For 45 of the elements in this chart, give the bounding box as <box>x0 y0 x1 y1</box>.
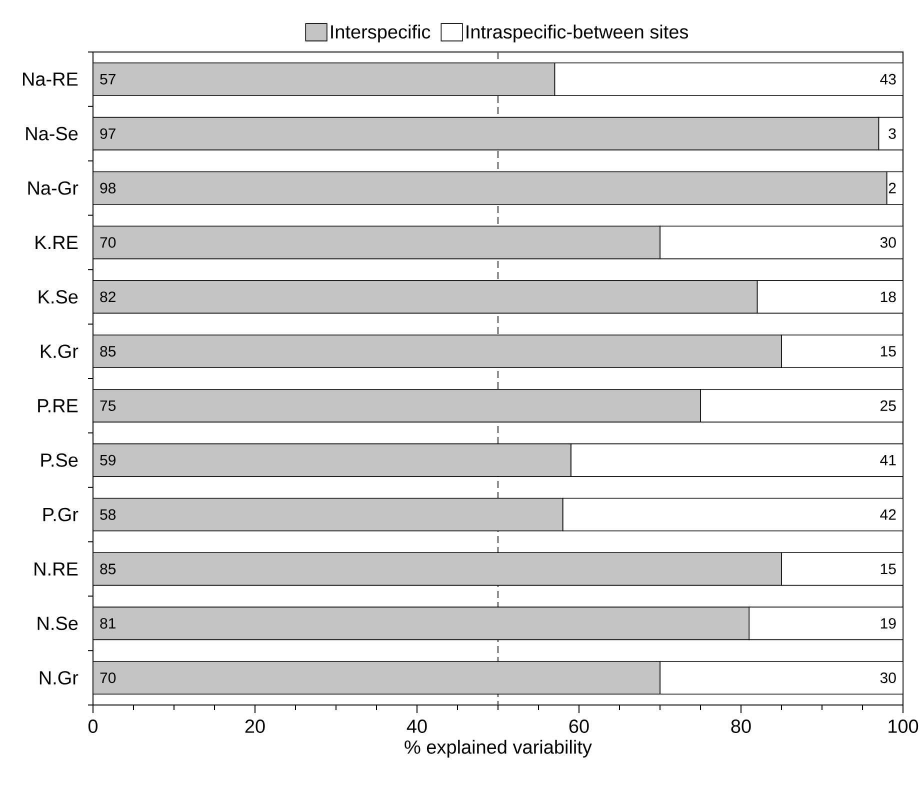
data-label: 82 <box>100 292 116 302</box>
data-label: 98 <box>100 182 116 194</box>
x-tick-label: 80 <box>731 720 751 733</box>
data-label: 3 <box>888 128 896 139</box>
data-label: 15 <box>880 346 896 357</box>
x-tick-label: 100 <box>888 720 918 733</box>
data-label: 25 <box>880 400 896 412</box>
data-label: 58 <box>100 509 116 520</box>
x-tick-label: 20 <box>245 720 265 733</box>
data-label: 43 <box>880 74 896 85</box>
data-label: 70 <box>100 672 116 684</box>
y-tick-label: N.RE <box>34 562 78 576</box>
x-tick-label: 40 <box>406 720 427 733</box>
data-label: 15 <box>880 564 896 574</box>
y-tick-label: Na-Se <box>26 126 78 140</box>
y-tick-label: K.Se <box>38 290 78 304</box>
y-tick-label: Na-Gr <box>28 181 78 195</box>
data-label: 2 <box>888 182 896 194</box>
data-label: 75 <box>100 400 116 411</box>
data-label: 59 <box>100 454 116 466</box>
legend-label: Interspecific <box>331 24 430 42</box>
data-label: 19 <box>880 618 896 629</box>
x-axis-title: % explained variability <box>404 740 592 758</box>
y-tick-label: K.Gr <box>40 344 78 358</box>
y-tick-label: N.Se <box>38 616 78 630</box>
data-label: 30 <box>880 237 896 248</box>
x-tick-label: 0 <box>88 720 98 733</box>
y-tick-label: K.RE <box>36 236 78 249</box>
legend-label: Intraspecific-between sites <box>466 24 688 42</box>
y-tick-label: P.RE <box>38 399 78 412</box>
y-tick-label: Na-RE <box>23 72 78 86</box>
data-label: 18 <box>880 292 896 302</box>
x-tick-label: 60 <box>569 720 589 733</box>
y-tick-label: P.Gr <box>43 508 78 522</box>
data-label: 81 <box>100 618 116 629</box>
y-tick-label: P.Se <box>41 453 78 467</box>
data-label: 42 <box>880 509 896 520</box>
data-label: 70 <box>100 237 116 248</box>
data-label: 85 <box>100 346 116 357</box>
data-label: 57 <box>100 74 116 84</box>
data-label: 30 <box>880 672 896 684</box>
y-tick-label: N.Gr <box>40 671 78 685</box>
data-label: 85 <box>100 564 116 574</box>
data-label: 41 <box>880 454 896 466</box>
data-label: 97 <box>100 128 116 139</box>
